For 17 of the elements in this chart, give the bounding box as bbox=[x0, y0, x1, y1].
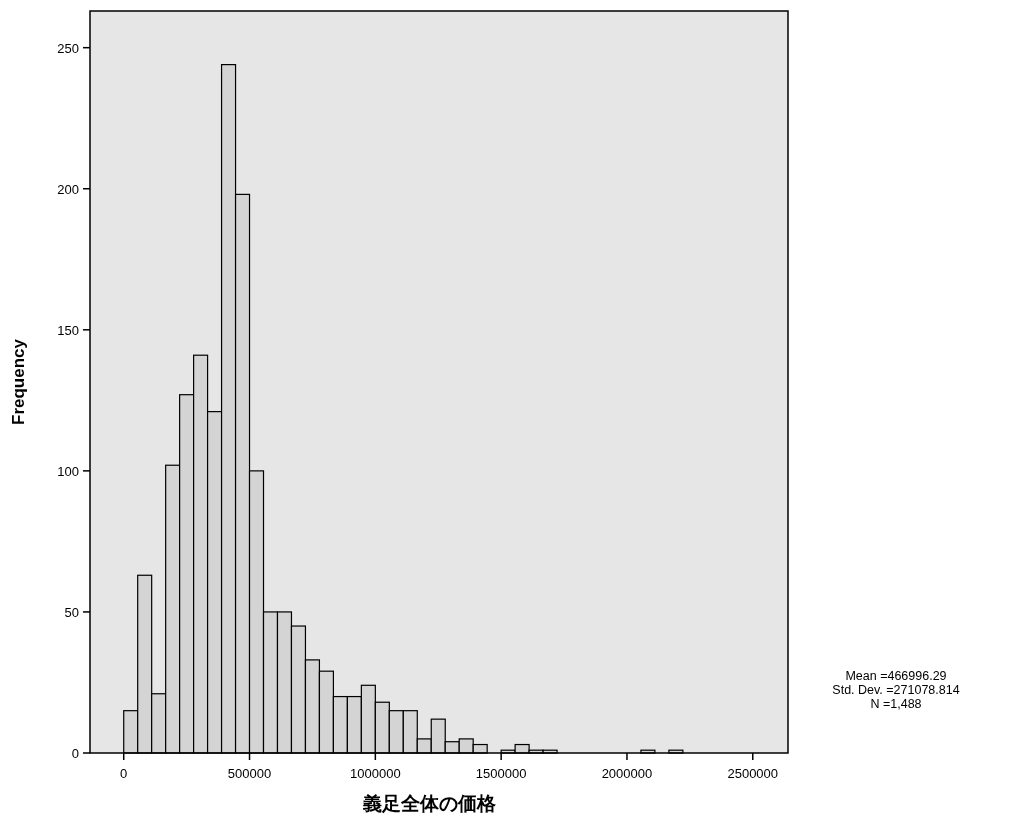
x-tick-label: 1500000 bbox=[475, 766, 527, 781]
text: Mean =466996.29 bbox=[845, 669, 947, 683]
x-tick-label: 2000000 bbox=[601, 766, 653, 781]
y-tick-label: 250 bbox=[57, 40, 79, 56]
y-tick-label: 50 bbox=[64, 604, 79, 620]
x-tick-label: 2500000 bbox=[727, 766, 779, 781]
y-tick-label: 0 bbox=[71, 746, 79, 761]
text: Std. Dev. =271078.814 bbox=[832, 683, 960, 697]
y-axis-title: Frequency bbox=[9, 338, 28, 425]
x-tick-label: 500000 bbox=[227, 766, 272, 781]
x-axis-title: 義足全体の価格 bbox=[361, 793, 497, 814]
y-tick-label: 200 bbox=[57, 181, 79, 197]
y-tick-label: 100 bbox=[57, 463, 79, 479]
x-tick-label: 1000000 bbox=[350, 766, 401, 781]
x-tick-label: 0 bbox=[120, 766, 128, 781]
y-tick-label: 150 bbox=[57, 322, 79, 338]
text: N =1,488 bbox=[870, 697, 922, 711]
